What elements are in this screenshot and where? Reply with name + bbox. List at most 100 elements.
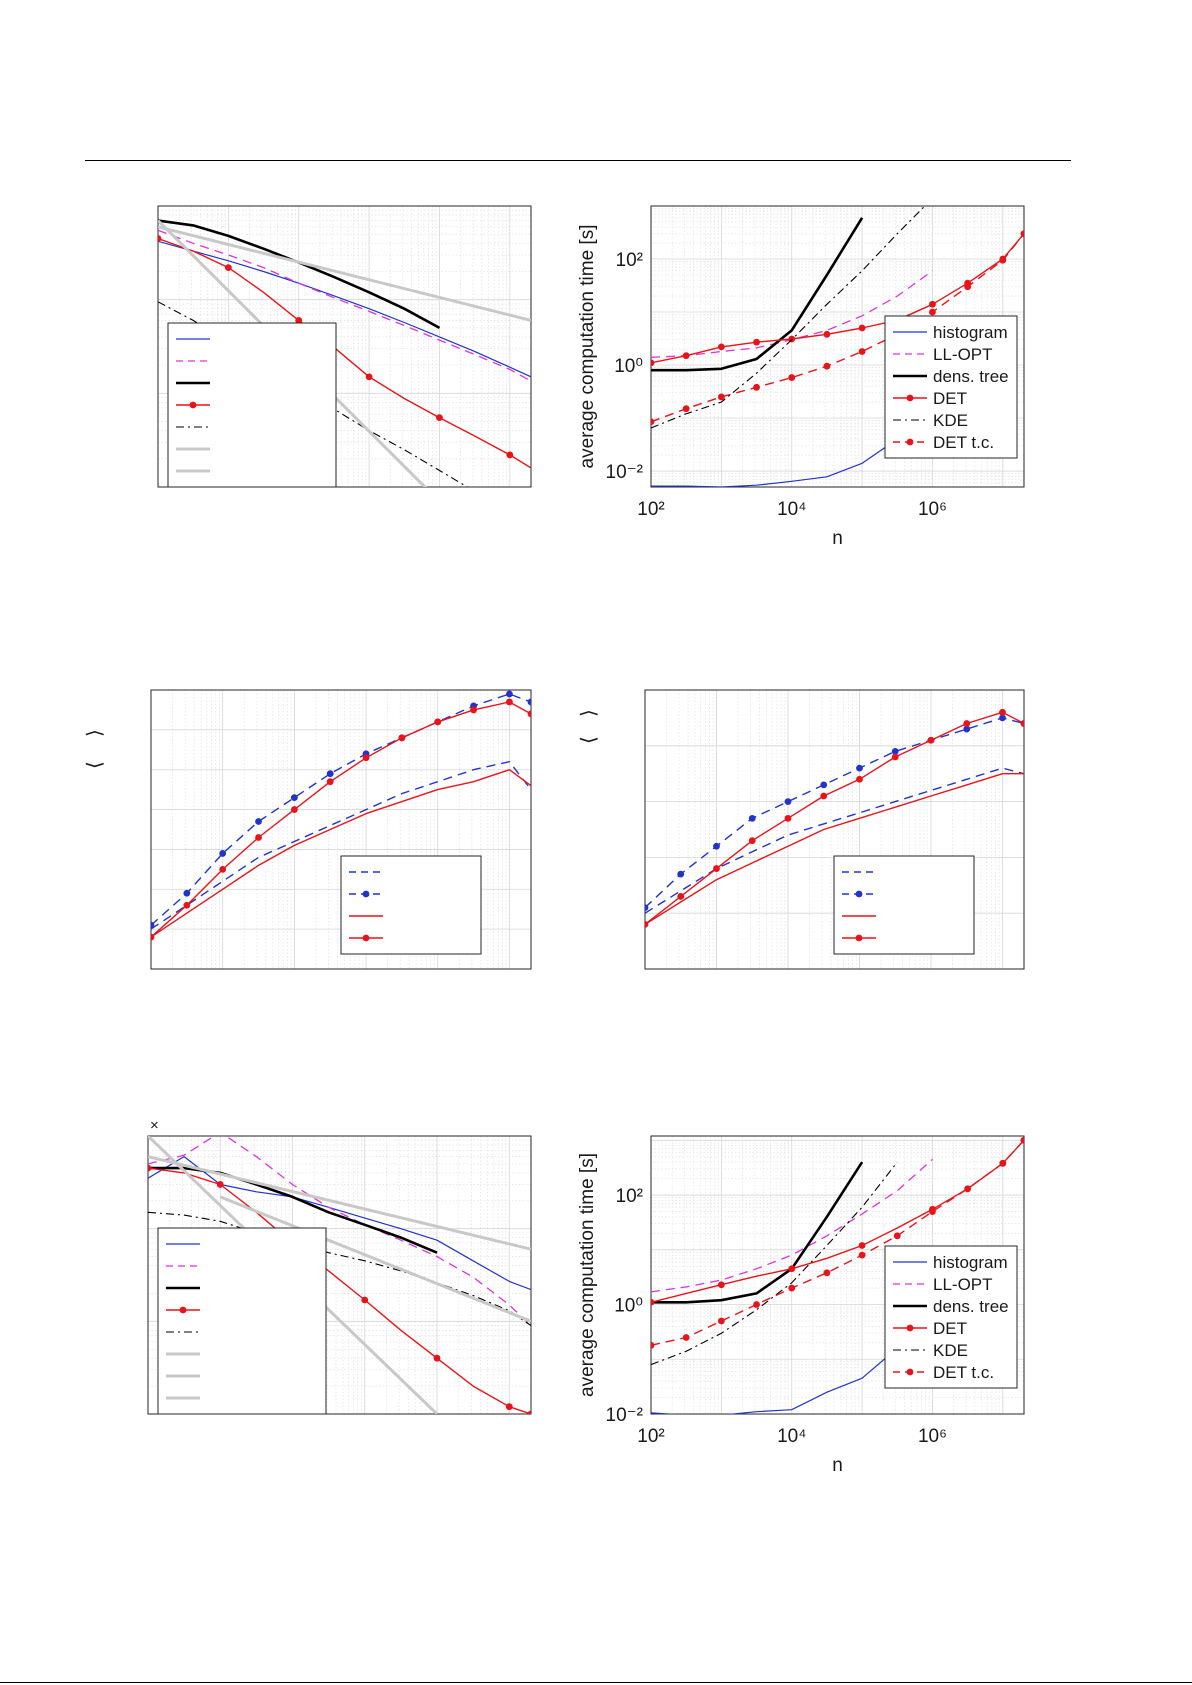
series-line-det xyxy=(148,1167,531,1414)
x-tick-label: 10⁶ xyxy=(918,1426,947,1447)
data-point xyxy=(856,764,863,772)
data-point xyxy=(398,734,406,742)
series-line-dens-tree xyxy=(651,217,864,372)
data-point xyxy=(858,1242,866,1249)
data-point xyxy=(927,736,935,744)
data-point xyxy=(753,383,760,391)
series-line-det-t-c- xyxy=(651,1139,1024,1346)
data-point xyxy=(963,720,971,727)
x-tick-label: 10⁴ xyxy=(777,499,806,520)
data-point xyxy=(891,753,899,761)
plot-frame xyxy=(650,205,1025,488)
series-line-d xyxy=(151,701,531,938)
legend-label: LL-OPT xyxy=(933,1275,993,1294)
series-line-a xyxy=(645,767,1024,914)
legend-label: dens. tree xyxy=(933,1297,1009,1316)
legend xyxy=(340,855,482,955)
data-point xyxy=(682,352,690,360)
plot-frame xyxy=(150,689,532,970)
data-point xyxy=(1020,720,1024,727)
angle-right-mark-2: ⟩ xyxy=(578,709,600,717)
header-rule xyxy=(85,160,1071,161)
chart-middle-right xyxy=(644,689,1025,970)
plot-frame xyxy=(644,689,1025,970)
legend-label: histogram xyxy=(933,323,1008,342)
data-point xyxy=(326,778,334,786)
data-point xyxy=(999,714,1006,722)
data-point xyxy=(823,1269,831,1277)
legend-marker xyxy=(906,1324,914,1332)
series-line-b xyxy=(645,717,1024,909)
data-point xyxy=(183,901,191,909)
chart-time-bottom: 10² 10⁴ 10⁶ 10⁻² 10⁰ 10² n average computation … xyxy=(577,1135,1025,1476)
legend-label: LL-OPT xyxy=(933,345,993,364)
legend-marker xyxy=(906,1368,914,1376)
data-point xyxy=(964,283,972,291)
chart-error-bottom xyxy=(147,1135,532,1415)
legend-marker xyxy=(906,438,914,446)
series-group xyxy=(151,690,531,941)
data-point xyxy=(999,256,1007,264)
series-line-det xyxy=(651,233,1024,364)
y-axis-label: average computation time [s] xyxy=(577,225,598,469)
series-line-det xyxy=(158,237,531,469)
data-point xyxy=(148,1164,152,1172)
data-point xyxy=(677,870,685,878)
x-tick-label: 10² xyxy=(637,1426,664,1447)
data-point xyxy=(645,920,649,928)
angle-left-mark-2: ⟨ xyxy=(578,736,600,744)
data-point xyxy=(753,1301,760,1308)
data-point xyxy=(820,792,828,800)
grid xyxy=(651,206,1024,487)
series-line-histogram xyxy=(148,1155,531,1291)
legend-marker xyxy=(362,934,370,942)
y-axis-label: average computation time [s] xyxy=(577,1153,598,1397)
data-point xyxy=(151,933,155,941)
y-tick-label: 10⁻² xyxy=(606,1405,644,1426)
data-point xyxy=(929,1208,936,1215)
legend-label: DET t.c. xyxy=(933,433,994,452)
data-point xyxy=(158,235,162,242)
legend-marker xyxy=(855,890,863,898)
legend-label: DET t.c. xyxy=(933,1363,994,1382)
data-point xyxy=(365,373,373,381)
data-point xyxy=(717,393,725,401)
x-axis-label: n xyxy=(832,1455,843,1476)
data-point xyxy=(713,865,720,872)
y-tick-label: 10⁻² xyxy=(606,462,644,483)
data-point xyxy=(506,690,513,698)
series-line-rate2 xyxy=(148,1155,531,1251)
data-point xyxy=(929,300,936,308)
data-point xyxy=(362,754,370,762)
data-point xyxy=(823,362,831,370)
data-point xyxy=(823,330,831,338)
legend xyxy=(167,322,337,488)
series-line-b xyxy=(151,693,531,926)
data-point xyxy=(682,405,690,413)
grid xyxy=(651,1136,1024,1414)
angle-right-mark: ⟩ xyxy=(84,729,106,737)
chart-time-top: 10² 10⁴ 10⁶ 10⁻² 10⁰ 10² n average computation … xyxy=(577,205,1025,549)
legend-box xyxy=(884,1245,1018,1389)
data-point xyxy=(527,710,531,718)
data-point xyxy=(361,1296,369,1304)
series-line-kde xyxy=(651,1161,898,1366)
data-point xyxy=(295,317,303,324)
legend-marker xyxy=(855,934,863,942)
data-point xyxy=(893,1232,901,1240)
data-point xyxy=(753,338,760,346)
data-point xyxy=(506,698,513,706)
legend: histogram LL-OPT dens. tree DET KDE DET t.c. xyxy=(884,1245,1018,1389)
data-point xyxy=(651,418,655,426)
data-point xyxy=(929,308,936,316)
data-point xyxy=(858,1251,866,1259)
series-line-d xyxy=(645,711,1024,925)
series-group xyxy=(645,708,1024,928)
data-point xyxy=(290,794,298,802)
data-point xyxy=(717,1317,725,1325)
data-point xyxy=(784,798,792,805)
legend-marker xyxy=(179,1306,187,1314)
y-tick-label: 10⁰ xyxy=(614,1296,643,1317)
legend-box xyxy=(833,855,975,955)
